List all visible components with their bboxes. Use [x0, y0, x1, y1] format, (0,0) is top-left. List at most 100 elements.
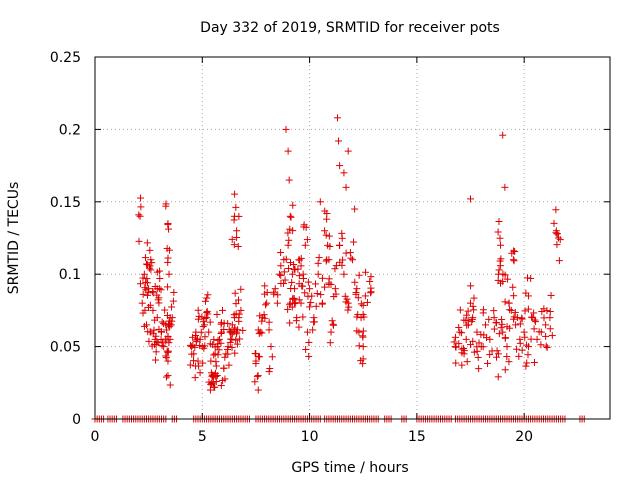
- data-point: [157, 286, 165, 294]
- data-point: [339, 256, 347, 264]
- data-point: [258, 329, 266, 337]
- data-point: [296, 256, 304, 264]
- data-point: [162, 352, 170, 360]
- data-point: [287, 213, 295, 221]
- data-point: [357, 300, 365, 308]
- data-point: [509, 283, 517, 291]
- data-point: [345, 303, 353, 311]
- data-point: [338, 234, 346, 242]
- data-point: [141, 254, 149, 262]
- data-point: [552, 229, 560, 237]
- data-point: [268, 353, 276, 361]
- data-point: [303, 328, 311, 336]
- data-point: [325, 279, 333, 287]
- data-point: [314, 259, 322, 267]
- y-tick-label: 0.2: [59, 122, 81, 138]
- data-point: [355, 342, 363, 350]
- data-point: [235, 296, 243, 304]
- data-point: [164, 372, 172, 380]
- data-point: [469, 302, 477, 310]
- data-point: [282, 125, 290, 133]
- data-point: [550, 219, 558, 227]
- data-point: [289, 294, 297, 302]
- data-point: [499, 328, 507, 336]
- data-point: [201, 342, 209, 350]
- data-point: [458, 361, 466, 369]
- data-point: [166, 323, 174, 331]
- data-point: [511, 308, 519, 316]
- data-point: [552, 206, 560, 214]
- data-point: [530, 325, 538, 333]
- data-point: [228, 235, 236, 243]
- data-point: [494, 350, 502, 358]
- x-axis-label: GPS time / hours: [291, 460, 408, 476]
- chart-title: Day 332 of 2019, SRMTID for receiver pot…: [200, 20, 500, 36]
- data-point: [510, 313, 518, 321]
- data-point: [289, 201, 297, 209]
- data-point: [141, 306, 149, 314]
- y-tick-label: 0: [72, 412, 81, 428]
- data-point: [213, 310, 221, 318]
- data-point: [220, 364, 228, 372]
- data-point: [470, 294, 478, 302]
- data-point: [323, 215, 331, 223]
- data-point: [140, 270, 148, 278]
- data-point: [211, 371, 219, 379]
- data-point: [512, 321, 520, 329]
- data-point: [235, 317, 243, 325]
- data-point: [201, 314, 209, 322]
- data-point: [145, 264, 153, 272]
- data-point: [494, 276, 502, 284]
- data-point: [367, 289, 375, 297]
- data-point: [162, 354, 170, 362]
- data-point: [484, 359, 492, 367]
- data-point: [493, 347, 501, 355]
- data-point: [212, 358, 220, 366]
- x-tick-label: 0: [91, 429, 100, 445]
- data-point: [473, 343, 481, 351]
- data-point: [143, 275, 151, 283]
- data-point: [252, 360, 260, 368]
- data-point: [195, 312, 203, 320]
- data-point: [455, 340, 463, 348]
- data-point: [458, 329, 466, 337]
- data-point: [325, 232, 333, 240]
- data-point: [199, 323, 207, 331]
- data-point: [198, 313, 206, 321]
- data-point: [328, 317, 336, 325]
- data-point: [203, 308, 211, 316]
- data-point: [306, 285, 314, 293]
- data-point: [522, 289, 530, 297]
- data-point: [285, 236, 293, 244]
- data-point: [235, 212, 243, 220]
- data-point: [146, 246, 154, 254]
- data-point: [286, 225, 294, 233]
- data-point: [164, 333, 172, 341]
- data-point: [479, 343, 487, 351]
- data-point: [318, 300, 326, 308]
- data-point: [230, 216, 238, 224]
- data-point: [266, 364, 274, 372]
- data-point: [163, 311, 171, 319]
- data-point: [362, 268, 370, 276]
- data-point: [228, 343, 236, 351]
- data-point: [301, 289, 309, 297]
- data-point: [233, 233, 241, 241]
- data-point: [482, 321, 490, 329]
- data-point: [312, 302, 320, 310]
- data-point: [553, 241, 561, 249]
- data-point: [464, 307, 472, 315]
- data-point: [505, 358, 513, 366]
- plot-frame: [94, 56, 611, 420]
- data-point: [148, 259, 156, 267]
- data-point: [475, 365, 483, 373]
- data-point: [254, 372, 262, 380]
- data-point: [303, 236, 311, 244]
- data-point: [188, 343, 196, 351]
- data-point: [280, 268, 288, 276]
- data-point: [201, 333, 209, 341]
- data-point: [330, 321, 338, 329]
- data-point: [170, 288, 178, 296]
- data-point: [285, 176, 293, 184]
- data-point: [231, 190, 239, 198]
